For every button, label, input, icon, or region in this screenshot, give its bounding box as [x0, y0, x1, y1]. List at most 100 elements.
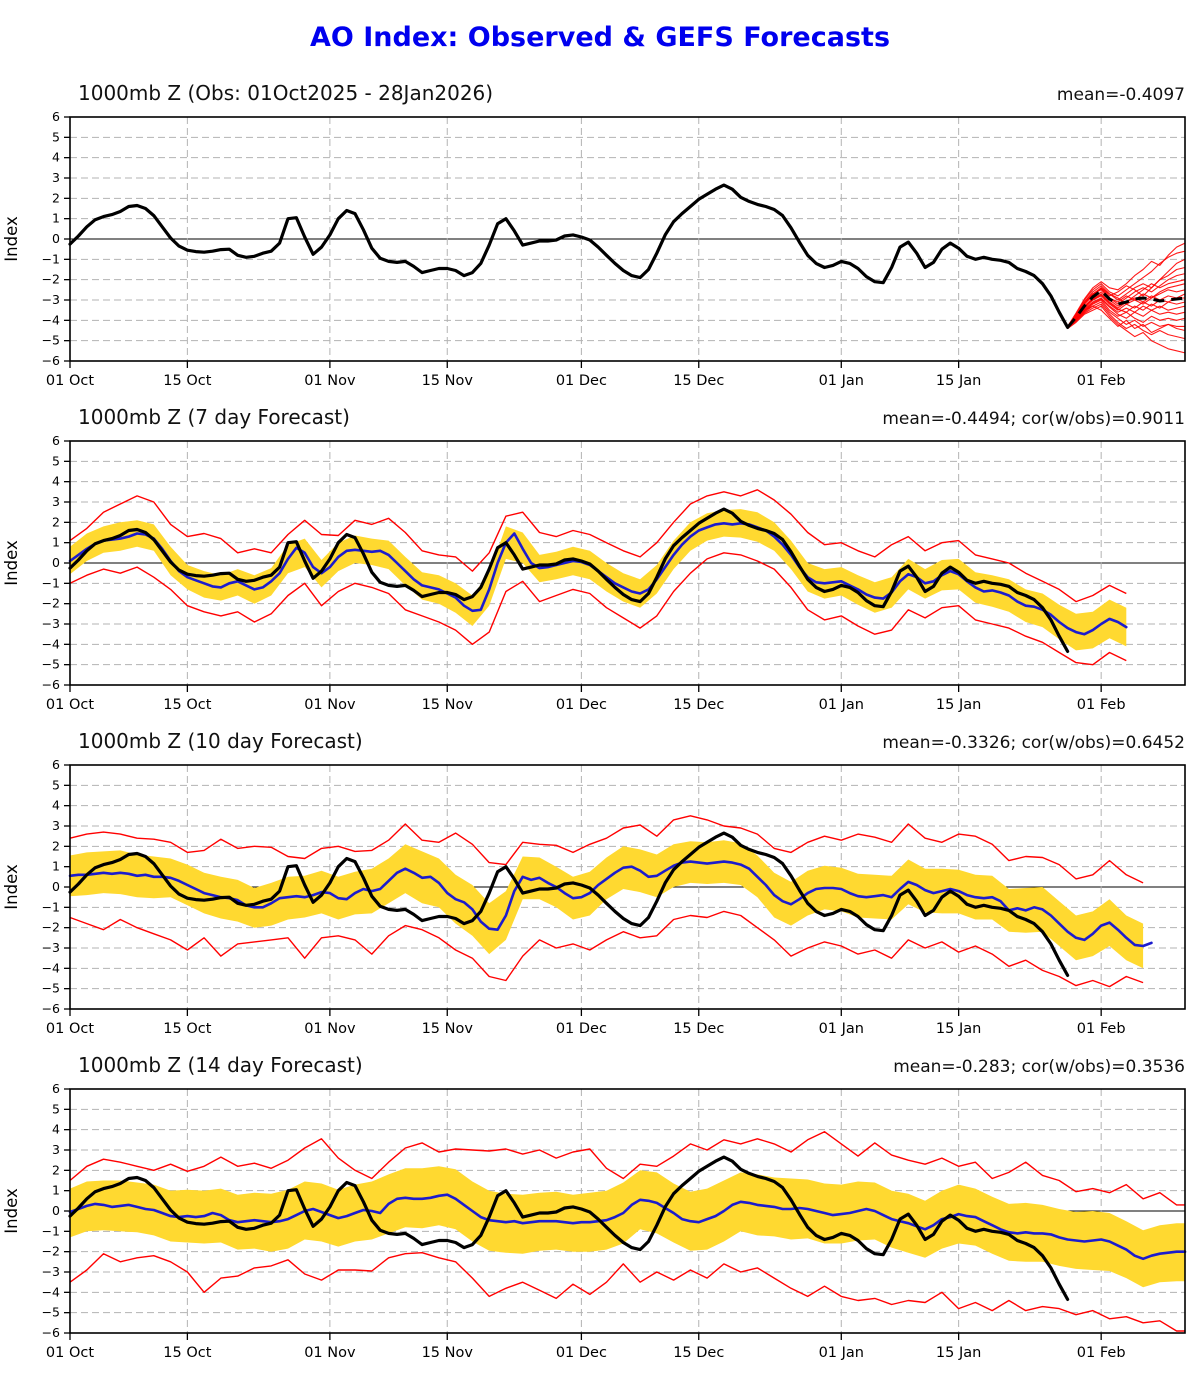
x-tick-label: 15 Oct	[163, 1021, 211, 1037]
y-tick-label: 4	[52, 474, 60, 489]
forecast-14day-chart: 6 5 4 3 2 1 0 −1 −2 −3 −4 −5 −6 01 Oct 15 Oct 01 Nov 15 …	[2, 1081, 1187, 1361]
x-tick-label: 15 Nov	[422, 1345, 474, 1361]
y-tick-label: 2	[52, 838, 60, 853]
panel-7day-forecast: 1000mb Z (7 day Forecast) mean=-0.4494; …	[0, 405, 1200, 715]
forecast-10day-chart: 6 5 4 3 2 1 0 −1 −2 −3 −4 −5 −6 01 Oct 15 Oct 01 Nov 15 …	[2, 757, 1186, 1037]
y-tick-label: −5	[42, 1305, 60, 1320]
panel-title: 1000mb Z (10 day Forecast)	[78, 729, 363, 753]
y-axis-title: Index	[2, 216, 21, 262]
x-tick-label: 01 Dec	[556, 1021, 607, 1037]
y-tick-label: 6	[52, 1081, 60, 1096]
panel-observed-header: 1000mb Z (Obs: 01Oct2025 - 28Jan2026) me…	[0, 81, 1200, 109]
forecast-7day-chart: 6 5 4 3 2 1 0 −1 −2 −3 −4 −5 −6 01 Oct 15 Oct 01 Nov 15 …	[2, 433, 1186, 713]
x-tick-label: 15 Oct	[163, 697, 211, 713]
y-tick-label: −3	[42, 616, 60, 631]
observed-line	[68, 507, 1070, 653]
y-tick-label: −6	[42, 353, 60, 368]
spread-band	[70, 840, 1144, 969]
envelope-upper-line	[69, 489, 1127, 603]
ao-index-report: AO Index: Observed & GEFS Forecasts 1000…	[0, 22, 1200, 1363]
y-tick-label: −1	[42, 251, 60, 266]
spread-band	[70, 1166, 1185, 1288]
x-tick-label: 01 Jan	[819, 697, 864, 713]
panel-title: 1000mb Z (7 day Forecast)	[78, 405, 350, 429]
ensemble-member-line	[1067, 305, 1186, 334]
y-axis-title: Index	[2, 1188, 21, 1234]
y-tick-label: 5	[52, 777, 60, 792]
ensemble-member-line	[1067, 258, 1186, 328]
ensemble-member-line	[1067, 298, 1186, 329]
observed-line	[68, 1155, 1070, 1301]
y-tick-label: −2	[42, 1244, 60, 1259]
y-tick-label: 6	[52, 109, 60, 124]
y-tick-label: 5	[52, 129, 60, 144]
x-tick-label: 15 Dec	[673, 697, 724, 713]
y-tick-label: 0	[52, 1203, 60, 1218]
panel-14day-header: 1000mb Z (14 day Forecast) mean=-0.283; …	[0, 1053, 1200, 1081]
x-tick-label: 01 Nov	[304, 697, 356, 713]
y-tick-label: −3	[42, 1264, 60, 1279]
y-tick-label: −3	[42, 292, 60, 307]
x-tick-label: 01 Oct	[46, 697, 94, 713]
y-axis-title: Index	[2, 540, 21, 586]
y-tick-label: −4	[42, 312, 60, 327]
spread-band	[70, 509, 1127, 651]
x-tick-label: 15 Jan	[936, 1345, 981, 1361]
x-tick-label: 01 Dec	[556, 373, 607, 389]
y-tick-label: 0	[52, 879, 60, 894]
y-tick-label: 1	[52, 859, 60, 874]
x-tick-label: 01 Feb	[1077, 1345, 1126, 1361]
y-tick-label: 3	[52, 494, 60, 509]
x-tick-label: 01 Oct	[46, 1345, 94, 1361]
x-tick-label: 01 Nov	[304, 1021, 356, 1037]
y-tick-label: −1	[42, 1223, 60, 1238]
y-tick-label: −3	[42, 940, 60, 955]
observed-line	[68, 183, 1070, 329]
y-tick-label: 4	[52, 798, 60, 813]
envelope-upper-line	[69, 1131, 1185, 1206]
x-tick-label: 01 Nov	[304, 373, 356, 389]
x-tick-label: 01 Jan	[819, 373, 864, 389]
y-tick-label: 4	[52, 1122, 60, 1137]
panel-title: 1000mb Z (14 day Forecast)	[78, 1053, 363, 1077]
panel-7day-header: 1000mb Z (7 day Forecast) mean=-0.4494; …	[0, 405, 1200, 433]
y-tick-label: 2	[52, 190, 60, 205]
x-tick-label: 01 Nov	[304, 1345, 356, 1361]
observed-line	[68, 831, 1070, 977]
y-tick-label: −2	[42, 920, 60, 935]
y-tick-label: −2	[42, 596, 60, 611]
panel-stats: mean=-0.4494; cor(w/obs)=0.9011	[882, 409, 1185, 429]
y-tick-label: −4	[42, 636, 60, 651]
x-tick-label: 15 Jan	[936, 697, 981, 713]
y-tick-label: 5	[52, 453, 60, 468]
ensemble-member-line	[1067, 305, 1186, 354]
panel-10day-forecast: 1000mb Z (10 day Forecast) mean=-0.3326;…	[0, 729, 1200, 1039]
x-tick-label: 15 Oct	[163, 1345, 211, 1361]
y-tick-label: −6	[42, 1001, 60, 1016]
x-tick-label: 15 Oct	[163, 373, 211, 389]
x-tick-label: 15 Nov	[422, 373, 474, 389]
envelope-lower-line	[69, 1251, 1185, 1332]
panel-10day-header: 1000mb Z (10 day Forecast) mean=-0.3326;…	[0, 729, 1200, 757]
ensemble-member-line	[1067, 303, 1186, 340]
y-tick-label: 2	[52, 514, 60, 529]
y-tick-label: −1	[42, 899, 60, 914]
y-tick-label: 4	[52, 150, 60, 165]
x-tick-label: 01 Feb	[1077, 697, 1126, 713]
y-tick-label: 2	[52, 1162, 60, 1177]
ensemble-member-line	[1067, 250, 1186, 328]
x-tick-label: 01 Dec	[556, 697, 607, 713]
x-tick-label: 15 Nov	[422, 697, 474, 713]
y-tick-label: 3	[52, 818, 60, 833]
panel-14day-forecast: 1000mb Z (14 day Forecast) mean=-0.283; …	[0, 1053, 1200, 1363]
y-tick-label: 3	[52, 1142, 60, 1157]
page-title: AO Index: Observed & GEFS Forecasts	[309, 22, 891, 53]
ensemble-member-line	[1067, 301, 1185, 329]
y-tick-label: 3	[52, 170, 60, 185]
x-tick-label: 15 Jan	[936, 373, 981, 389]
y-tick-label: 0	[52, 555, 60, 570]
y-tick-label: −6	[42, 1325, 60, 1340]
ensemble-member-line	[1067, 283, 1186, 328]
x-tick-label: 15 Nov	[422, 1021, 474, 1037]
y-tick-label: −2	[42, 272, 60, 287]
